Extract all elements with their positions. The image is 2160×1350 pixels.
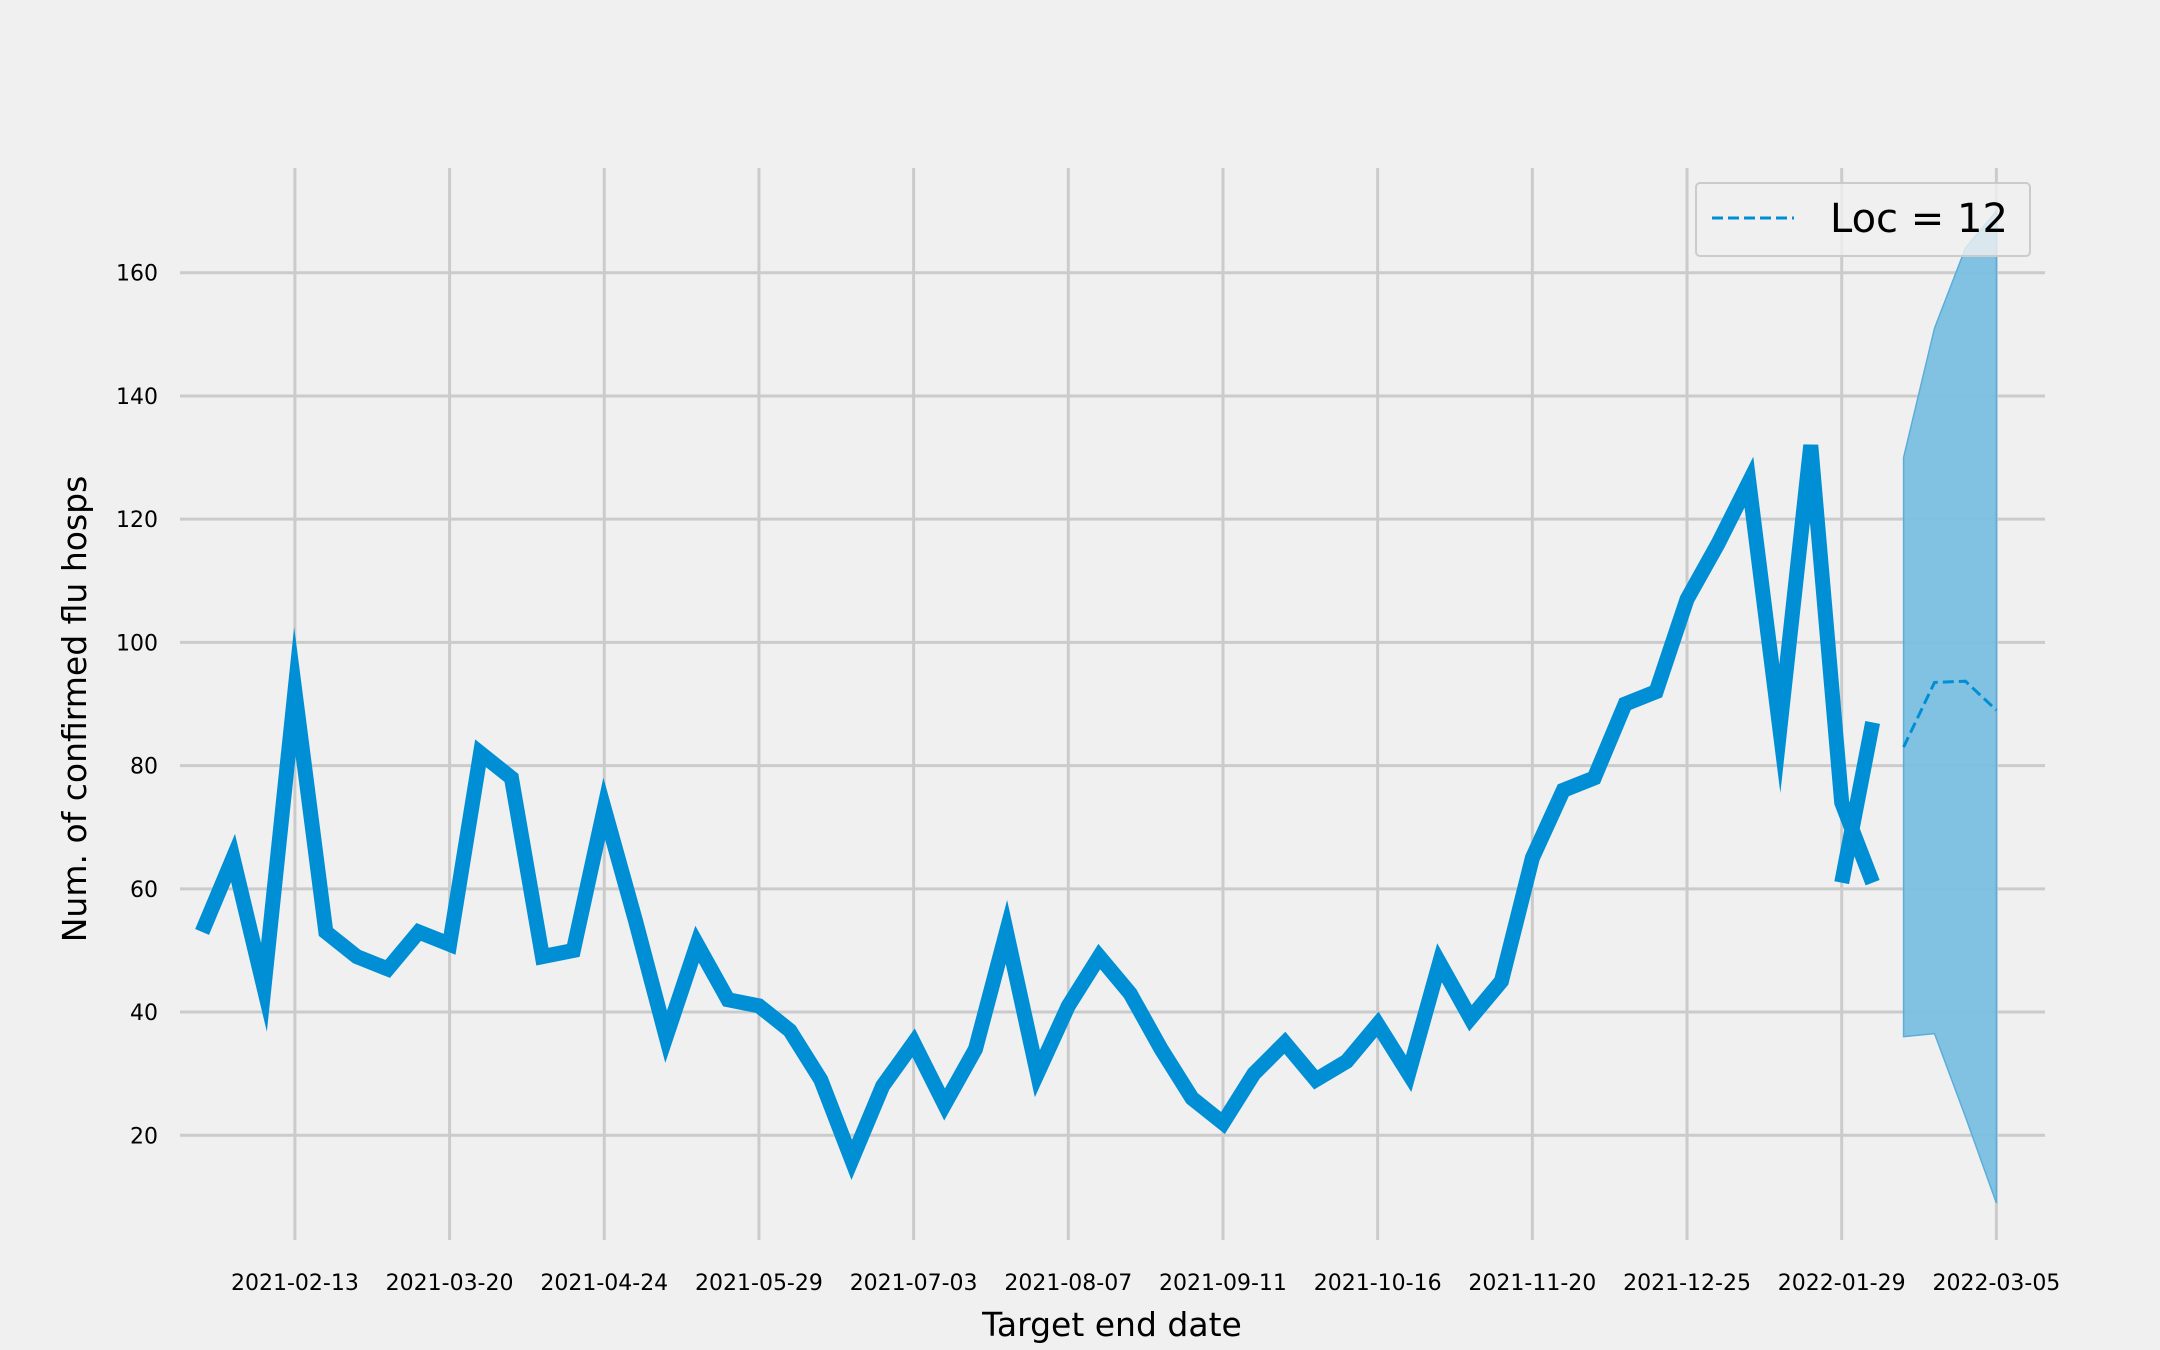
y-tick-labels: 20 40 60 80 100 120 140 160 <box>116 262 158 1150</box>
x-tick-label-1: 2021-03-20 <box>386 1271 514 1296</box>
x-tick-labels: 2021-02-13 2021-03-20 2021-04-24 2021-05-29… <box>231 1271 2060 1296</box>
prediction-band-area <box>1902 209 1998 1204</box>
y-tick-label-3: 80 <box>130 755 158 780</box>
x-tick-label-9: 2021-12-25 <box>1623 1271 1751 1296</box>
grid <box>180 168 2045 1240</box>
prediction-interval-band <box>1902 209 1998 1204</box>
x-tick-label-7: 2021-10-16 <box>1314 1271 1442 1296</box>
x-tick-label-0: 2021-02-13 <box>231 1271 359 1296</box>
x-tick-label-8: 2021-11-20 <box>1468 1271 1596 1296</box>
x-tick-label-6: 2021-09-11 <box>1159 1271 1287 1296</box>
y-tick-label-1: 40 <box>130 1001 158 1026</box>
observed-line-0 <box>195 444 1880 1181</box>
legend: Loc = 12 <box>1695 182 2031 257</box>
x-tick-label-5: 2021-08-07 <box>1004 1271 1132 1296</box>
x-tick-label-4: 2021-07-03 <box>850 1271 978 1296</box>
y-tick-label-6: 140 <box>116 385 158 410</box>
forecast-line-2 <box>1902 679 1998 748</box>
x-tick-label-10: 2022-01-29 <box>1778 1271 1906 1296</box>
x-axis-label: Target end date <box>981 1305 1242 1344</box>
legend-entry-label: Loc = 12 <box>1830 196 2008 242</box>
y-tick-label-0: 20 <box>130 1124 158 1149</box>
y-axis-label: Num. of confirmed flu hosps <box>55 476 94 943</box>
x-tick-label-11: 2022-03-05 <box>1932 1271 2060 1296</box>
y-tick-label-7: 160 <box>116 262 158 287</box>
series-lines <box>195 444 1998 1181</box>
y-tick-label-4: 100 <box>116 631 158 656</box>
observed-end-line-1 <box>1834 721 1881 885</box>
y-tick-label-2: 60 <box>130 878 158 903</box>
y-tick-label-5: 120 <box>116 508 158 533</box>
x-tick-label-2: 2021-04-24 <box>540 1271 668 1296</box>
legend-box <box>1695 182 2031 257</box>
x-tick-label-3: 2021-05-29 <box>695 1271 823 1296</box>
